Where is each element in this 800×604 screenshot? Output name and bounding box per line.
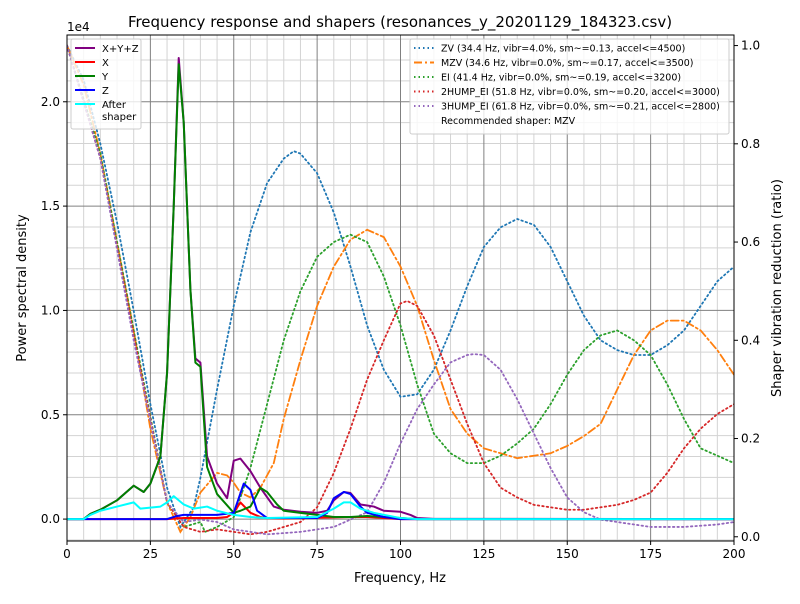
x-tick-label: 50 [226,547,241,561]
legend-psd-label-line: X+Y+Z [102,44,139,55]
y-tick-label: 0.5 [41,408,60,422]
y-tick-label: 2.0 [41,95,60,109]
y-axis-label: Power spectral density [15,214,30,362]
legend-shaper-label: MZV (34.6 Hz, vibr=0.0%, sm~=0.17, accel… [441,58,693,69]
legend-shaper-label: EI (41.4 Hz, vibr=0.0%, sm~=0.19, accel<… [441,73,681,84]
legend-psd-label-line: shaper [102,112,137,123]
x-tick-label: 125 [472,547,495,561]
legend-shapers-box [409,38,730,135]
ticks: 0 25 50 75 100 125 150 175 200 0.0 0.5 1.0 1.5 2.0 0.0… [41,39,760,561]
y-axis-right-label: Shaper vibration reduction (ratio) [770,179,785,397]
y-tick-label: 1.0 [41,303,60,317]
y-right-tick-label: 0.2 [741,432,760,446]
shaper-line-3hump_ei [67,44,734,536]
legend-shaper-label: 3HUMP_EI (61.8 Hz, vibr=0.0%, sm~=0.21, … [441,102,720,113]
legend-psd-label: X+Y+Z [102,44,139,55]
x-tick-label: 150 [556,547,579,561]
y-right-tick-label: 0.0 [741,530,760,544]
x-tick-label: 75 [309,547,324,561]
legend-psd-label-line: After [102,100,127,111]
legend-psd: X+Y+Z XYZ After shaper [70,38,142,130]
x-tick-label: 200 [723,547,746,561]
shaper-line-mzv [67,44,734,534]
shaper-line-zv [67,44,734,529]
legend-shaper-label: ZV (34.4 Hz, vibr=4.0%, sm~=0.13, accel<… [441,44,685,55]
legend-psd-label: After shaper [102,100,137,123]
x-axis-label: Frequency, Hz [354,571,446,586]
psd-line-y [67,63,734,521]
x-tick-label: 25 [143,547,158,561]
x-tick-label: 0 [63,547,71,561]
series-layer [67,44,734,536]
psd-line-after [67,495,734,521]
legend-shaper-label: 2HUMP_EI (51.8 Hz, vibr=0.0%, sm~=0.20, … [441,87,720,98]
x-tick-label: 100 [389,547,412,561]
legend-psd-label-line: X [102,58,109,69]
legend-psd-label: X [102,58,109,69]
y-tick-label: 0.0 [41,512,60,526]
legend-psd-label-line: Z [102,86,109,97]
legend-psd-label: Z [102,86,109,97]
legend-psd-label-line: Y [101,72,109,83]
legend-psd-label: Y [101,72,109,83]
y-right-tick-label: 0.4 [741,333,760,347]
y-right-tick-label: 1.0 [741,39,760,53]
recommended-shaper-label: Recommended shaper: MZV [441,116,576,127]
y-tick-label: 1.5 [41,199,60,213]
y-right-tick-label: 0.8 [741,137,760,151]
y-offset-label: 1e4 [67,20,90,34]
y-right-tick-label: 0.6 [741,235,760,249]
chart-title: Frequency response and shapers (resonanc… [128,13,672,32]
legend-shapers: ZV (34.4 Hz, vibr=4.0%, sm~=0.13, accel<… [409,38,730,135]
shaper-line-2hump_ei [67,44,734,536]
x-tick-label: 175 [639,547,662,561]
